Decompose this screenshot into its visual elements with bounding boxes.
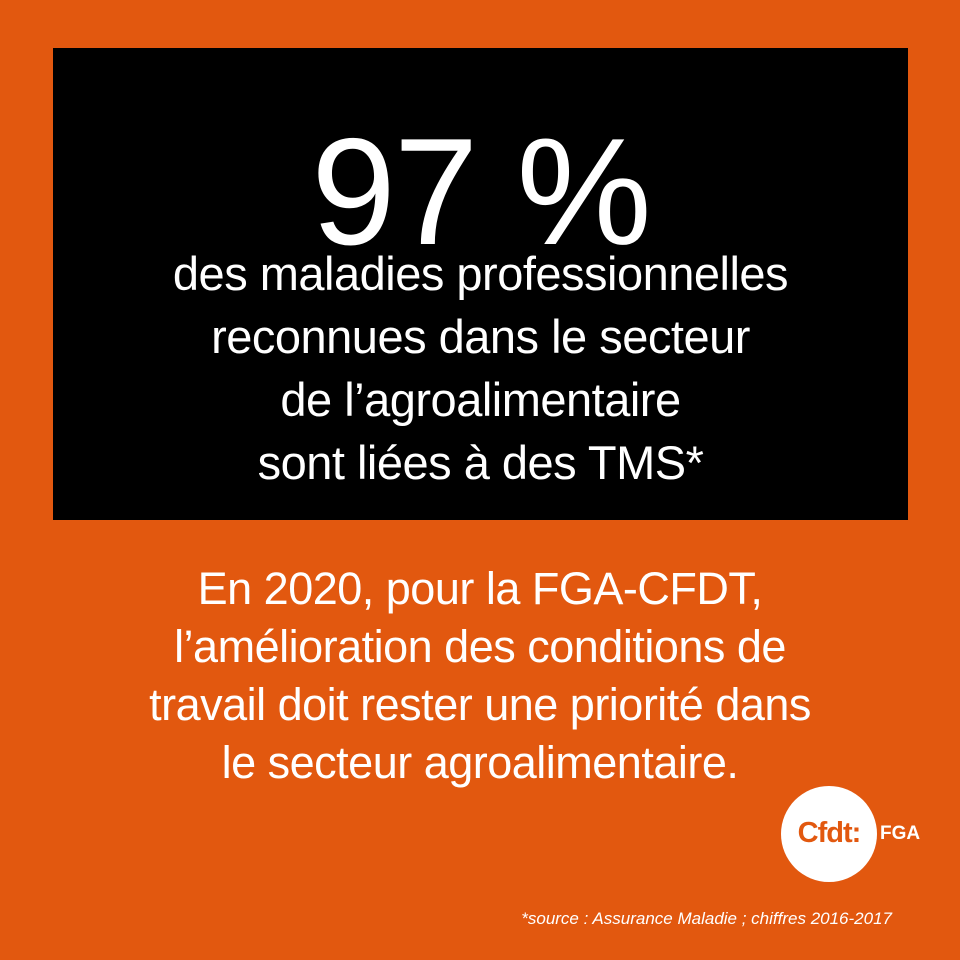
headline-line: de l’agroalimentaire	[280, 373, 681, 426]
headline-line: reconnues dans le secteur	[211, 310, 750, 363]
message-line: travail doit rester une priorité dans	[149, 679, 811, 730]
message-line: l’amélioration des conditions de	[174, 621, 786, 672]
message-line: En 2020, pour la FGA-CFDT,	[197, 563, 763, 614]
source-footnote: *source : Assurance Maladie ; chiffres 2…	[521, 909, 892, 928]
message-text: En 2020, pour la FGA-CFDT, l’amélioratio…	[60, 560, 900, 792]
headline-stat: 97 %	[311, 107, 651, 277]
fga-logo-suffix: FGA	[880, 823, 921, 844]
cfdt-logo: Cfdt:	[781, 786, 877, 882]
headline-line: des maladies professionnelles	[172, 247, 789, 300]
headline-line: sont liées à des TMS*	[257, 436, 704, 489]
headline-description: des maladies professionnelles reconnues …	[53, 242, 908, 494]
headline-box: 97 % des maladies professionnelles recon…	[53, 48, 908, 520]
message-line: le secteur agroalimentaire.	[221, 737, 739, 788]
cfdt-logo-text: Cfdt:	[797, 817, 862, 849]
